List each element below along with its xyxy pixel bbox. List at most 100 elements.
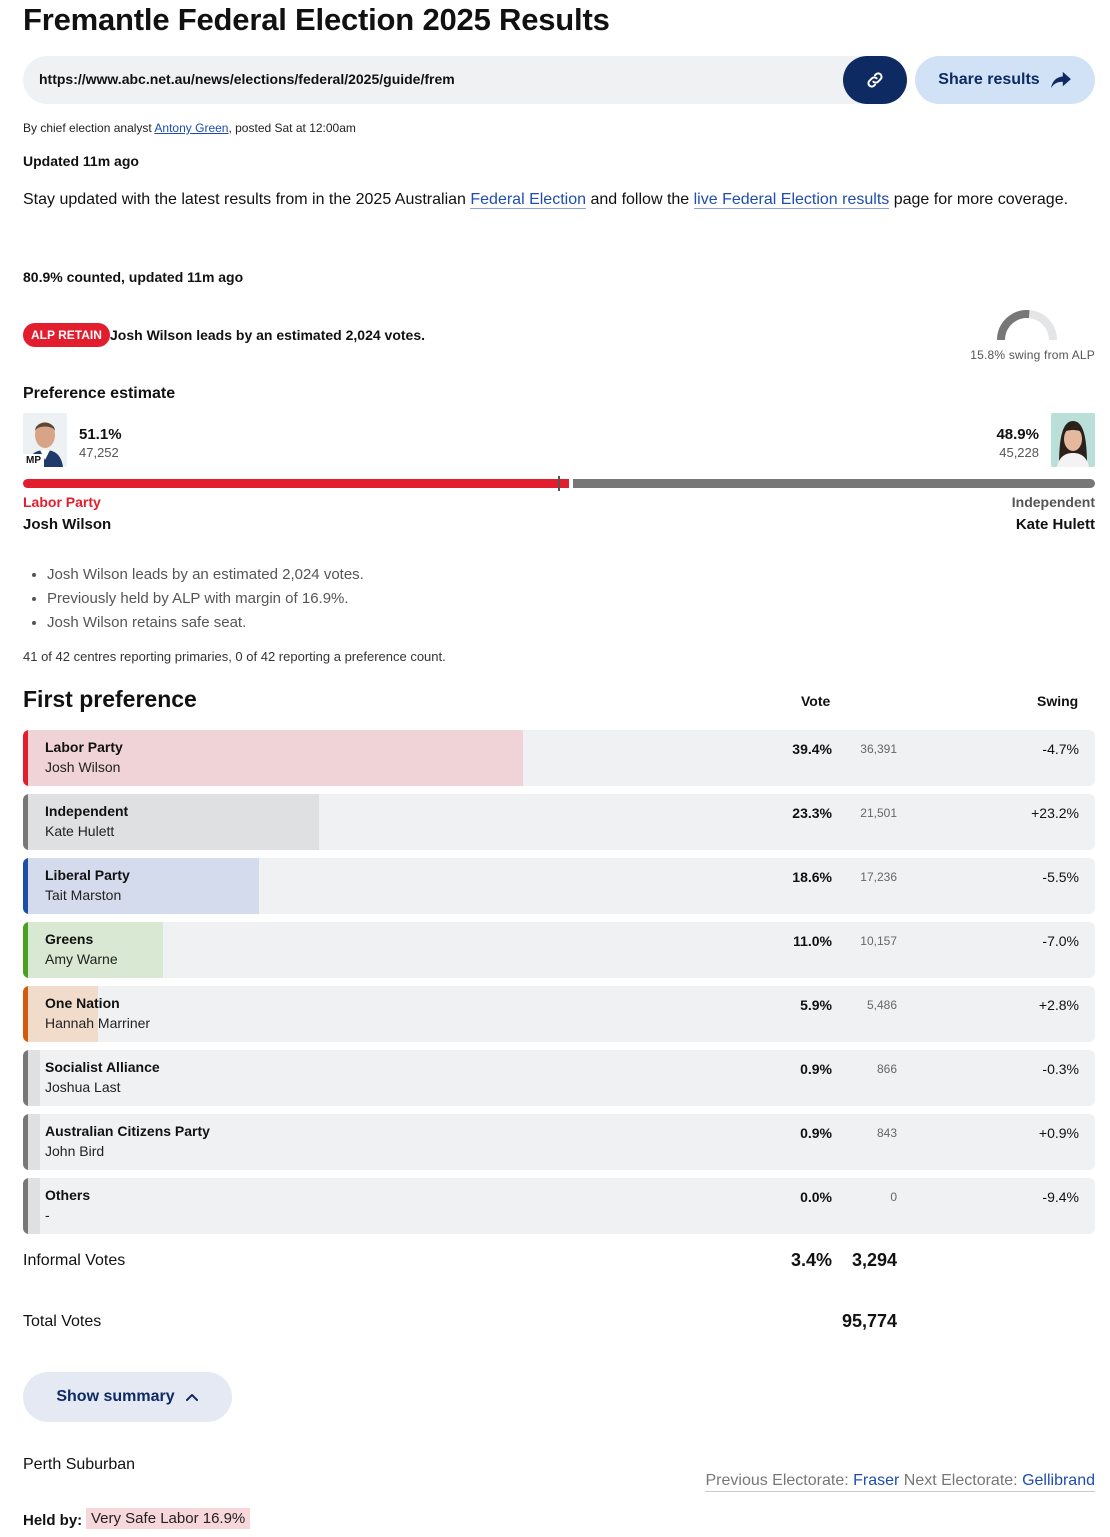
vote-count: 5,486: [866, 998, 897, 1012]
vote-column-header: Vote: [801, 693, 831, 709]
candidate-name: Hannah Marriner: [45, 1015, 151, 1031]
lead-summary: Josh Wilson leads by an estimated 2,024 …: [110, 327, 425, 343]
swing-value: +0.9%: [1038, 1125, 1079, 1141]
informal-votes-label: Informal Votes: [23, 1252, 126, 1269]
vote-count: 36,391: [860, 742, 897, 756]
next-electorate-label: Next Electorate:: [899, 1472, 1023, 1489]
live-results-link[interactable]: live Federal Election results: [693, 191, 890, 209]
table-row: Australian Citizens Party John Bird 0.9% 84…: [23, 1114, 1095, 1170]
previous-electorate-label: Previous Electorate:: [705, 1472, 854, 1489]
alp-retain-badge: ALP RETAIN: [23, 323, 110, 347]
vote-pct: 0.0%: [800, 1189, 832, 1205]
first-preference-heading: First preference: [23, 686, 197, 712]
party-name: Labor Party: [45, 739, 123, 755]
party-color-edge: [23, 986, 28, 1042]
table-row: Socialist Alliance Joshua Last 0.9% 866 -0.3…: [23, 1050, 1095, 1106]
byline: By chief election analyst Antony Green, …: [23, 121, 356, 135]
centres-reporting: 41 of 42 centres reporting primaries, 0 …: [23, 649, 446, 664]
informal-votes-count: 3,294: [851, 1250, 897, 1270]
party-color-edge: [23, 858, 28, 914]
share-arrow-icon: [1050, 71, 1071, 89]
next-electorate-link[interactable]: Gellibrand: [1022, 1472, 1095, 1489]
swing-gauge: [997, 310, 1057, 341]
vote-pct: 18.6%: [792, 869, 832, 885]
swing-value: -7.0%: [1042, 933, 1079, 949]
held-by-value: Very Safe Labor 16.9%: [86, 1508, 251, 1529]
party-name: Independent: [45, 803, 129, 819]
two-party-bar-left: [23, 479, 569, 488]
swing-column-header: Swing: [1037, 693, 1079, 709]
previous-electorate-link[interactable]: Fraser: [853, 1472, 900, 1489]
vote-count: 21,501: [860, 806, 897, 820]
held-by-label: Held by:: [23, 1512, 83, 1529]
right-candidate-pct: 48.9%: [996, 426, 1039, 443]
fifty-percent-marker: [558, 476, 560, 491]
electorate-region: Perth Suburban: [23, 1456, 136, 1473]
party-name: One Nation: [45, 995, 120, 1011]
candidate-name: Tait Marston: [45, 887, 122, 903]
total-votes-label: Total Votes: [23, 1313, 102, 1330]
vote-pct: 0.9%: [800, 1125, 832, 1141]
informal-votes-pct: 3.4%: [790, 1250, 832, 1270]
chevron-up-icon: [185, 1394, 198, 1401]
kate-hulett-avatar: [1051, 413, 1095, 467]
swing-value: -0.3%: [1042, 1061, 1079, 1077]
updated-time: Updated 11m ago: [23, 153, 139, 169]
party-name: Greens: [45, 931, 94, 947]
vote-pct: 23.3%: [792, 805, 832, 821]
swing-value: +2.8%: [1038, 997, 1079, 1013]
vote-count: 17,236: [860, 870, 897, 884]
swing-value: -9.4%: [1042, 1189, 1079, 1205]
federal-election-link[interactable]: Federal Election: [470, 191, 586, 209]
note-item: Previously held by ALP with margin of 16…: [47, 587, 364, 611]
page-title: Fremantle Federal Election 2025 Results: [23, 2, 610, 37]
show-summary-button[interactable]: Show summary: [23, 1372, 232, 1422]
vote-pct: 39.4%: [792, 741, 832, 757]
share-results-button[interactable]: Share results: [915, 56, 1095, 104]
table-row: Greens Amy Warne 11.0% 10,157 -7.0%: [23, 922, 1095, 978]
url-field[interactable]: https://www.abc.net.au/news/elections/fe…: [23, 56, 907, 104]
author-link[interactable]: Antony Green: [154, 121, 229, 135]
party-color-edge: [23, 1178, 28, 1234]
right-party-name: Independent: [1011, 494, 1095, 510]
left-candidate-votes: 47,252: [79, 445, 119, 460]
candidate-name: Josh Wilson: [45, 759, 121, 775]
vote-share-bar: [23, 730, 523, 786]
candidate-name: Joshua Last: [45, 1079, 121, 1095]
vote-count: 843: [876, 1126, 897, 1140]
two-party-bar: [23, 476, 1095, 491]
copy-link-button[interactable]: [843, 56, 907, 104]
party-name: Others: [45, 1187, 91, 1203]
swing-value: -4.7%: [1042, 741, 1079, 757]
intro-text-2: and follow the: [586, 191, 694, 208]
left-party-name: Labor Party: [23, 494, 101, 510]
party-color-edge: [23, 1050, 28, 1106]
result-notes: Josh Wilson leads by an estimated 2,024 …: [47, 563, 364, 635]
party-color-edge: [23, 922, 28, 978]
vote-pct: 5.9%: [800, 997, 832, 1013]
note-item: Josh Wilson leads by an estimated 2,024 …: [47, 563, 364, 587]
intro-paragraph: Stay updated with the latest results fro…: [23, 188, 1095, 212]
candidate-name: Amy Warne: [45, 951, 118, 967]
share-results-label: Share results: [938, 71, 1040, 88]
swing-value: +23.2%: [1031, 805, 1079, 821]
link-icon: [867, 72, 883, 88]
swing-gauge-fill: [997, 310, 1030, 341]
right-candidate-votes: 45,228: [999, 445, 1039, 460]
url-text: https://www.abc.net.au/news/elections/fe…: [39, 71, 455, 87]
vote-count: 0: [890, 1190, 897, 1204]
intro-text-1: Stay updated with the latest results fro…: [23, 191, 471, 208]
table-row: Labor Party Josh Wilson 39.4% 36,391 -4.7%: [23, 730, 1095, 786]
vote-count: 10,157: [860, 934, 897, 948]
left-candidate-pct: 51.1%: [79, 426, 122, 443]
table-row: Independent Kate Hulett 23.3% 21,501 +23.2%: [23, 794, 1095, 850]
table-row: Others - 0.0% 0 -9.4%: [23, 1178, 1095, 1234]
byline-prefix: By chief election analyst: [23, 121, 155, 135]
right-candidate-name: Kate Hulett: [1015, 516, 1095, 533]
swing-value: -5.5%: [1042, 869, 1079, 885]
left-candidate-name: Josh Wilson: [23, 516, 112, 533]
first-preference-table: Labor Party Josh Wilson 39.4% 36,391 -4.7% I…: [23, 730, 1095, 1242]
party-name: Australian Citizens Party: [45, 1123, 210, 1139]
preference-heading: Preference estimate: [23, 385, 176, 402]
note-item: Josh Wilson retains safe seat.: [47, 611, 364, 635]
